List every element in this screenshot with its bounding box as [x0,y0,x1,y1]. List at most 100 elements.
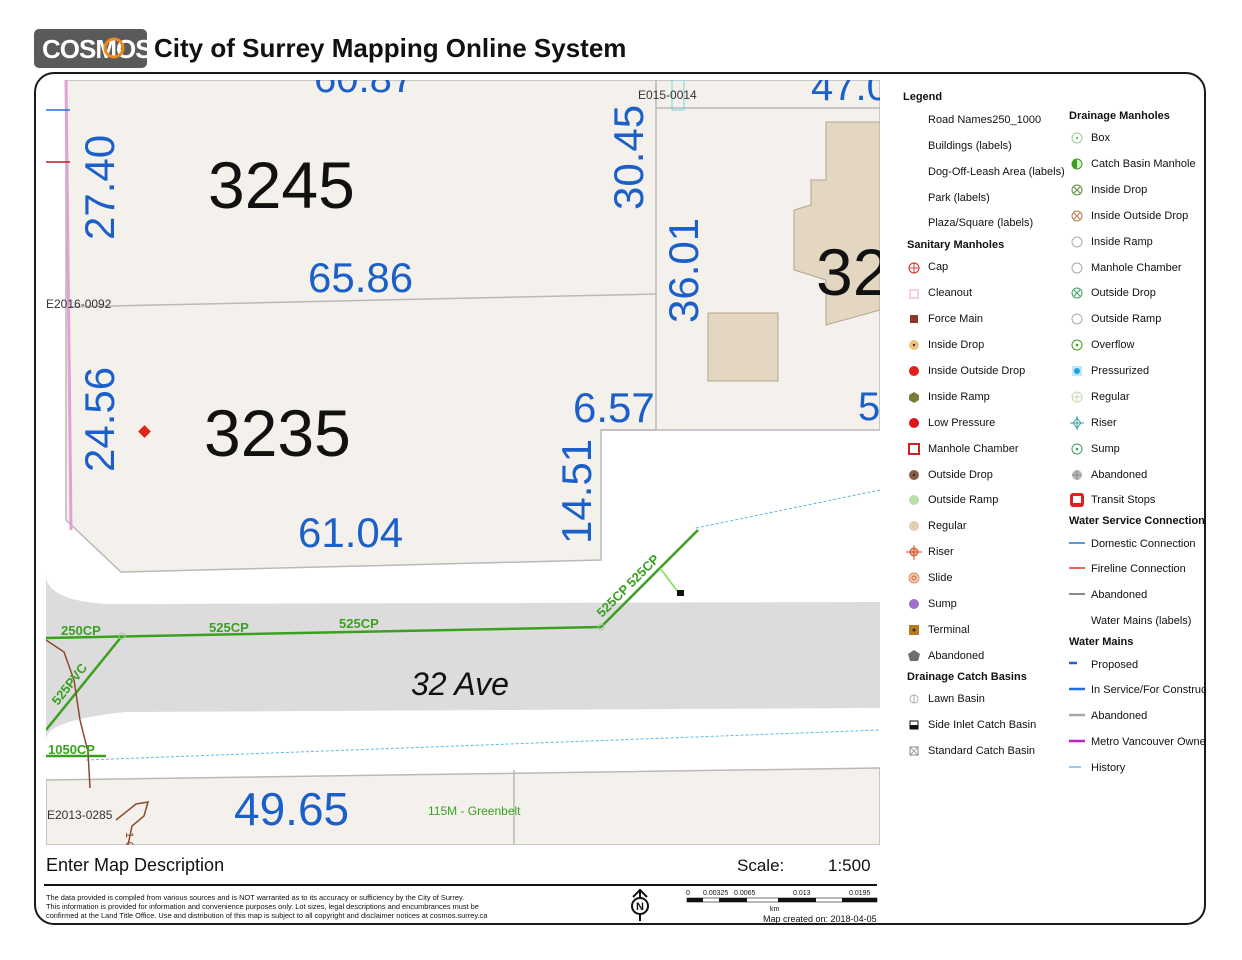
legend-item-label: Inside Ramp [1091,236,1153,248]
legend-item-label: Cleanout [928,287,973,299]
map-view[interactable]: 3245 3235 32 60.87 47.0 5 27.40 65.86 30… [46,80,880,845]
legend-item-label: Abandoned [928,650,985,662]
outside-ramp-icon [909,495,919,505]
outside-ramp-icon [1071,313,1083,325]
legend-item-label: Park (labels) [928,192,990,204]
regular-icon [1071,391,1083,403]
cosmos-logo: COSMOS [34,29,147,68]
legend-item-label: Terminal [928,624,970,636]
legend-item-label: Outside Ramp [1091,313,1162,325]
transit-stop-icon [1070,493,1084,507]
inside-drop-icon [1071,184,1083,196]
disclaimer-line: This information is provided for informa… [46,902,479,911]
legend-item-label: Sump [1091,443,1120,455]
proposed-main-icon [1069,661,1077,665]
abandoned-line-icon [1069,593,1085,595]
parcel-block-south [46,767,880,845]
force-main-icon [910,315,918,323]
legend-item-label: Manhole Chamber [928,443,1019,455]
parcel-number: 3245 [208,148,355,222]
legend-heading-catch-basins: Drainage Catch Basins [907,671,1027,683]
manhole [597,623,605,631]
plan-label: E015-0014 [638,88,697,102]
parcel-number: 32 [816,235,880,309]
inside-drop-icon [909,340,919,350]
legend-item-label: Slide [928,572,953,584]
legend-item-label: Lawn Basin [928,693,985,705]
low-pressure-icon [909,418,919,428]
overflow-icon [1071,339,1083,351]
legend-heading-water-mains: Water Mains [1069,636,1134,648]
box-icon [1071,132,1083,144]
cap-icon [908,262,920,274]
scalebar-tick: 0.0065 [734,890,756,897]
outside-drop-icon [1071,287,1083,299]
terminal-icon [909,625,919,635]
lawn-basin-icon [909,694,919,704]
inside-ramp-icon [909,392,919,403]
legend-item-label: Inside Outside Drop [928,365,1026,377]
pipe-label: 250CP [61,623,101,638]
storm-main [115,801,150,845]
legend-item-label: Low Pressure [928,417,996,429]
dimension-label: 30.45 [605,105,652,210]
legend-item-label: History [1091,762,1126,774]
legend-item-label: Riser [928,546,954,558]
legend-item-label: Regular [1091,391,1130,403]
north-label: N [636,901,644,913]
manhole-chamber-icon [1071,262,1083,274]
metro-vancouver-main-icon [1069,739,1085,743]
standard-basin-icon [909,746,919,756]
legend-item-label: Overflow [1091,339,1135,351]
street-name: 32 Ave [411,666,509,702]
pipe-label: 525CP [339,616,379,631]
legend-item-label: Outside Drop [928,469,993,481]
plan-marker [671,80,685,111]
scalebar-tick: 0.00325 [703,890,728,897]
scale-bar: 0 0.00325 0.0065 0.013 0.0195 km [686,890,878,913]
legend-item-label: Riser [1091,417,1117,429]
legend-item-label: Fireline Connection [1091,563,1186,575]
map-description[interactable]: Enter Map Description [46,855,225,875]
sump-icon [909,599,919,609]
disclaimer-line: confirmed at the Land Title Office. Use … [46,911,488,920]
legend-item-label: Abandoned [1091,589,1148,601]
sump-icon [1071,443,1083,455]
legend-item-label: Water Mains (labels) [1091,615,1192,627]
legend-item-label: Force Main [928,313,984,325]
legend-item-label: Plaza/Square (labels) [928,217,1034,229]
legend-item-label: Catch Basin Manhole [1091,158,1196,170]
greenbelt-label: 115M - Greenbelt [428,804,521,818]
abandoned-main-icon [1069,713,1085,717]
legend-item-label: Buildings (labels) [928,140,1012,152]
legend-heading-sanitary: Sanitary Manholes [907,239,1005,251]
sanitary-main [46,529,699,640]
legend-item-label: Inside Drop [1091,184,1148,196]
pipe-label: 525CP [209,620,249,635]
side-inlet-icon [909,720,919,730]
dimension-label: 61.04 [298,509,403,556]
building [793,121,880,326]
sanitary-main [46,635,123,731]
water-main [695,489,880,529]
legend-item-label: Inside Outside Drop [1091,210,1189,222]
app-title: City of Surrey Mapping Online System [154,33,627,63]
legend-item-label: Pressurized [1091,365,1150,377]
dimension-label: 47.0 [811,80,880,109]
legend-item-label: Standard Catch Basin [928,745,1036,757]
legend-title: Legend [903,91,943,103]
sanitary-lateral [659,567,679,593]
legend-item-label: Manhole Chamber [1091,262,1182,274]
map-frame [34,72,1206,925]
legend-item-label: Transit Stops [1091,494,1156,506]
manhole-chamber-icon [908,443,920,455]
parcel-number: 3235 [204,396,351,470]
abandoned-icon [908,650,920,661]
outside-drop-icon [909,470,919,480]
plan-label: E2013-0285 [47,808,113,822]
scalebar-unit: km [770,906,780,913]
park-edge [64,80,73,531]
riser-icon [906,545,922,560]
in-service-main-icon [1069,687,1085,691]
dimension-label: 6.57 [573,384,655,431]
